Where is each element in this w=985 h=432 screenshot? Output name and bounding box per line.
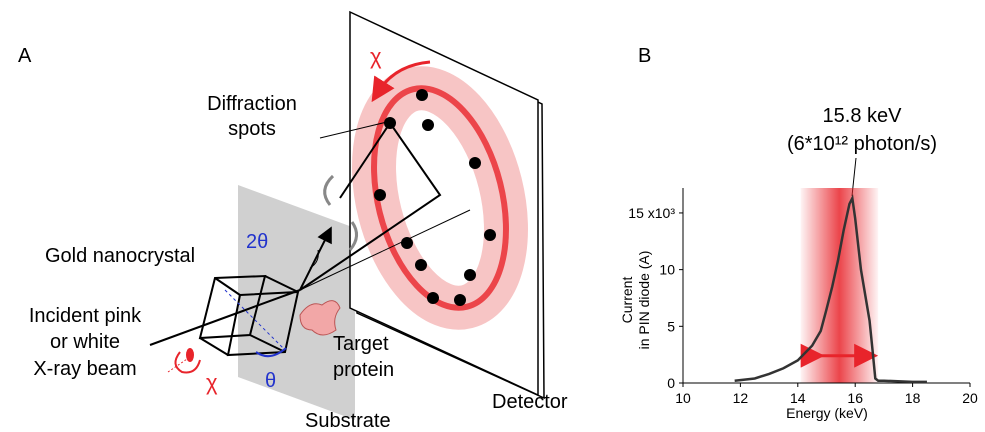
y-tick-label: 15 x10³ xyxy=(628,205,675,221)
label: Diffraction xyxy=(207,93,297,115)
y-tick-label: 5 xyxy=(667,318,675,334)
label: or white xyxy=(50,331,120,353)
chart: B 15.8 keV (6*10¹² photon/s) Energy (keV… xyxy=(619,45,978,421)
chi-dot xyxy=(186,348,194,362)
x-tick-label: 10 xyxy=(675,390,691,406)
figure: A Diffraction spots Gold nanocrystal Inc… xyxy=(0,0,985,432)
label: Detector xyxy=(492,391,568,413)
panel-label: A xyxy=(18,45,32,67)
x-tick-label: 16 xyxy=(847,390,863,406)
y-tick-label: 10 xyxy=(659,262,675,278)
label: χ xyxy=(370,44,382,69)
x-tick-label: 14 xyxy=(790,390,806,406)
label: Target xyxy=(333,333,389,355)
y-tick-label: 0 xyxy=(667,375,675,391)
label: 2θ xyxy=(246,231,268,253)
label: spots xyxy=(228,118,276,140)
annotation: (6*10¹² photon/s) xyxy=(787,133,937,155)
label: protein xyxy=(333,359,394,381)
x-tick-label: 18 xyxy=(905,390,921,406)
annotation: 15.8 keV xyxy=(823,105,903,127)
label: χ xyxy=(206,370,218,395)
panel-label: B xyxy=(638,45,651,67)
x-tick-label: 20 xyxy=(962,390,978,406)
diagram: A Diffraction spots Gold nanocrystal Inc… xyxy=(18,12,568,432)
y-axis-label: in PIN diode (A) xyxy=(636,251,652,350)
x-axis-label: Energy (keV) xyxy=(786,405,868,421)
label: θ xyxy=(265,370,276,392)
x-tick-label: 12 xyxy=(733,390,749,406)
energy-band xyxy=(801,188,878,383)
label: Substrate xyxy=(305,410,391,432)
label: Incident pink xyxy=(29,305,142,327)
label: X-ray beam xyxy=(33,358,136,380)
y-axis-label: Current xyxy=(619,277,635,324)
label: Gold nanocrystal xyxy=(45,245,195,267)
